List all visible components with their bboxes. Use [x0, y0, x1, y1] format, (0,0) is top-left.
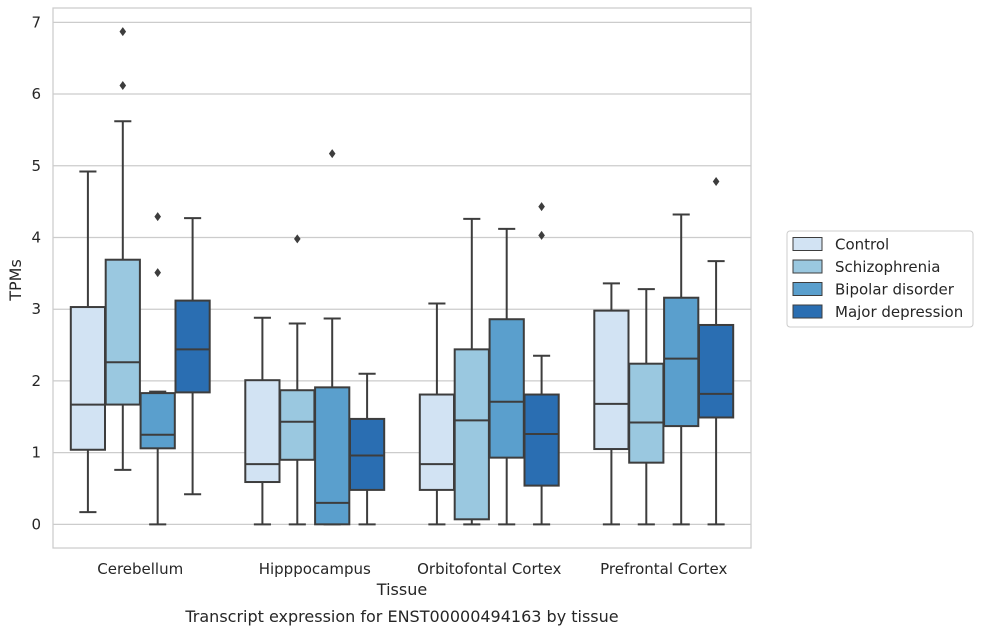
- box-iqr: [523, 393, 560, 487]
- x-tick-label: Hipppocampus: [259, 560, 371, 578]
- y-tick-label: 6: [31, 85, 41, 103]
- y-tick-label: 7: [31, 13, 41, 31]
- box-cerebellum: [69, 170, 107, 514]
- box-iqr: [453, 348, 490, 521]
- box-orbitofontal-cortex: [523, 202, 560, 526]
- box-cerebellum: [139, 212, 176, 526]
- box-prefrontal-cortex: [628, 288, 665, 526]
- box-iqr: [244, 379, 281, 484]
- grid-lines: [53, 21, 751, 525]
- y-tick-label: 3: [31, 300, 41, 318]
- box-cerebellum: [104, 27, 141, 471]
- box-iqr: [418, 393, 456, 491]
- box-iqr: [697, 323, 735, 419]
- legend-item: Schizophrenia: [792, 258, 940, 276]
- legend-item: Major depression: [792, 303, 963, 321]
- box-prefrontal-cortex: [593, 282, 630, 526]
- box-iqr: [593, 309, 630, 451]
- x-tick-labels: Cerebellum Hipppocampus Orbitofontal Corte…: [97, 560, 727, 578]
- legend-swatch: [792, 237, 823, 251]
- legend-label: Major depression: [835, 303, 963, 321]
- y-tick-label: 1: [31, 444, 41, 462]
- box-iqr: [279, 389, 316, 461]
- outlier-point: [328, 149, 336, 159]
- legend-swatch: [792, 259, 823, 274]
- legend-label: Control: [835, 236, 889, 254]
- box-iqr: [139, 392, 176, 450]
- box-iqr: [628, 362, 665, 464]
- outlier-point: [154, 268, 161, 278]
- series-schizophrenia: [104, 27, 665, 526]
- outlier-point: [538, 230, 545, 240]
- y-tick-label: 2: [31, 372, 41, 390]
- outlier-point: [294, 234, 301, 244]
- outlier-point: [538, 202, 545, 212]
- box-prefrontal-cortex: [697, 177, 735, 526]
- outlier-point: [712, 177, 720, 187]
- series-bipolar-disorder: [139, 149, 700, 526]
- box-orbitofontal-cortex: [488, 227, 525, 526]
- legend-frame: [786, 230, 974, 328]
- y-tick-label: 5: [31, 157, 41, 175]
- outlier-point: [154, 212, 161, 222]
- box-prefrontal-cortex: [663, 213, 700, 526]
- box-orbitofontal-cortex: [418, 302, 456, 526]
- plot-area-frame: [52, 7, 752, 549]
- chart-caption: Transcript expression for ENST0000049416…: [184, 607, 618, 626]
- outlier-point: [119, 27, 127, 37]
- box-iqr: [69, 306, 107, 451]
- legend-swatch: [792, 282, 823, 296]
- box-hipppocampus: [314, 149, 351, 526]
- x-axis-title: Tissue: [376, 580, 427, 599]
- box-cerebellum: [174, 217, 211, 496]
- box-iqr: [104, 258, 141, 406]
- x-tick-label: Orbitofontal Cortex: [417, 560, 561, 578]
- x-tick-label: Cerebellum: [97, 560, 183, 578]
- box-hipppocampus: [244, 316, 281, 526]
- box-hipppocampus: [279, 234, 316, 526]
- box-hipppocampus: [348, 372, 386, 526]
- box-iqr: [174, 299, 211, 394]
- box-groups: [69, 27, 735, 526]
- outlier-point: [119, 80, 127, 90]
- legend: Control Schizophrenia Bipolar disorder Majo…: [786, 230, 974, 328]
- y-tick-label: 0: [31, 515, 41, 533]
- box-iqr: [348, 417, 386, 491]
- y-tick-labels: 0 1 2 3 4 5 6 7: [31, 13, 41, 533]
- legend-label: Schizophrenia: [835, 258, 940, 276]
- y-tick-label: 4: [31, 228, 41, 246]
- x-tick-label: Prefrontal Cortex: [600, 560, 727, 578]
- y-axis-title: TPMs: [6, 259, 25, 302]
- box-iqr: [663, 296, 700, 428]
- legend-swatch: [792, 304, 823, 319]
- legend-item: Control: [792, 236, 889, 254]
- box-iqr: [488, 318, 525, 459]
- legend-label: Bipolar disorder: [835, 281, 955, 299]
- legend-item: Bipolar disorder: [792, 281, 955, 299]
- series-major-depression: [174, 177, 735, 526]
- box-orbitofontal-cortex: [453, 217, 490, 526]
